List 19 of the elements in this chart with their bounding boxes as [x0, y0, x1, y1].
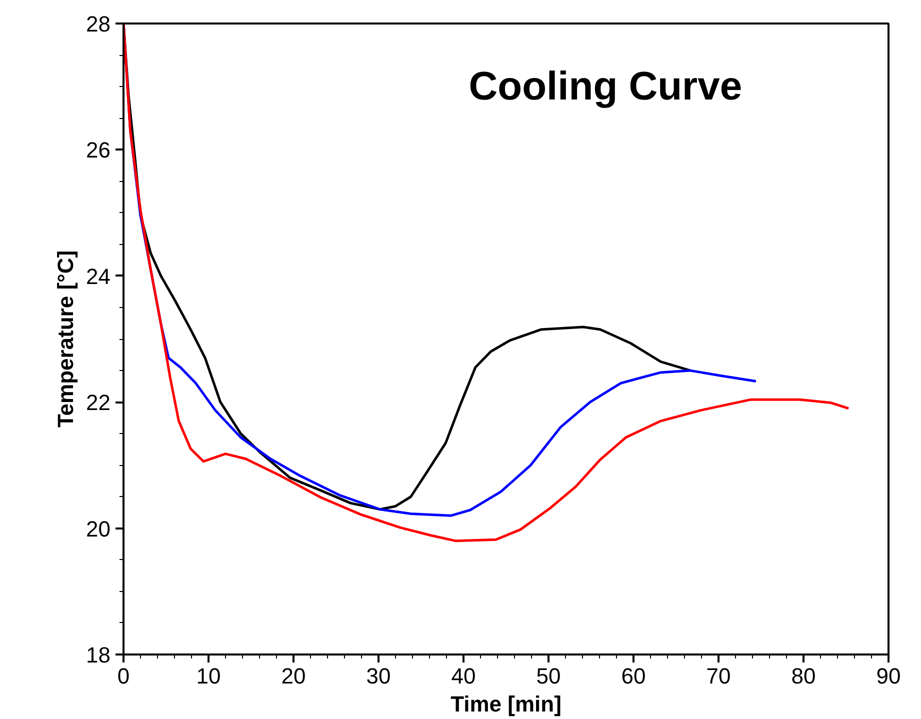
y-tick-label: 20 [86, 516, 111, 542]
x-tick-label: 50 [536, 664, 561, 688]
y-tick-label: 18 [86, 642, 111, 668]
y-axis-title: Temperature [°C] [53, 250, 78, 428]
y-tick-label: 28 [86, 12, 111, 36]
y-tick-label: 24 [86, 264, 111, 289]
x-tick-label: 20 [281, 664, 306, 688]
x-tick-label: 30 [366, 664, 391, 688]
x-tick-label: 60 [621, 664, 646, 688]
x-tick-label: 90 [876, 664, 901, 688]
y-tick-label: 26 [86, 138, 111, 163]
x-tick-label: 40 [451, 664, 476, 688]
text: Cooling Curve [468, 64, 742, 109]
x-tick-label: 0 [117, 664, 130, 688]
x-tick-label: 70 [706, 664, 731, 688]
x-tick-label: 80 [791, 664, 816, 688]
y-tick-label: 22 [86, 390, 111, 416]
x-tick-label: 10 [196, 664, 221, 688]
x-axis-title: Time [min] [450, 692, 562, 716]
